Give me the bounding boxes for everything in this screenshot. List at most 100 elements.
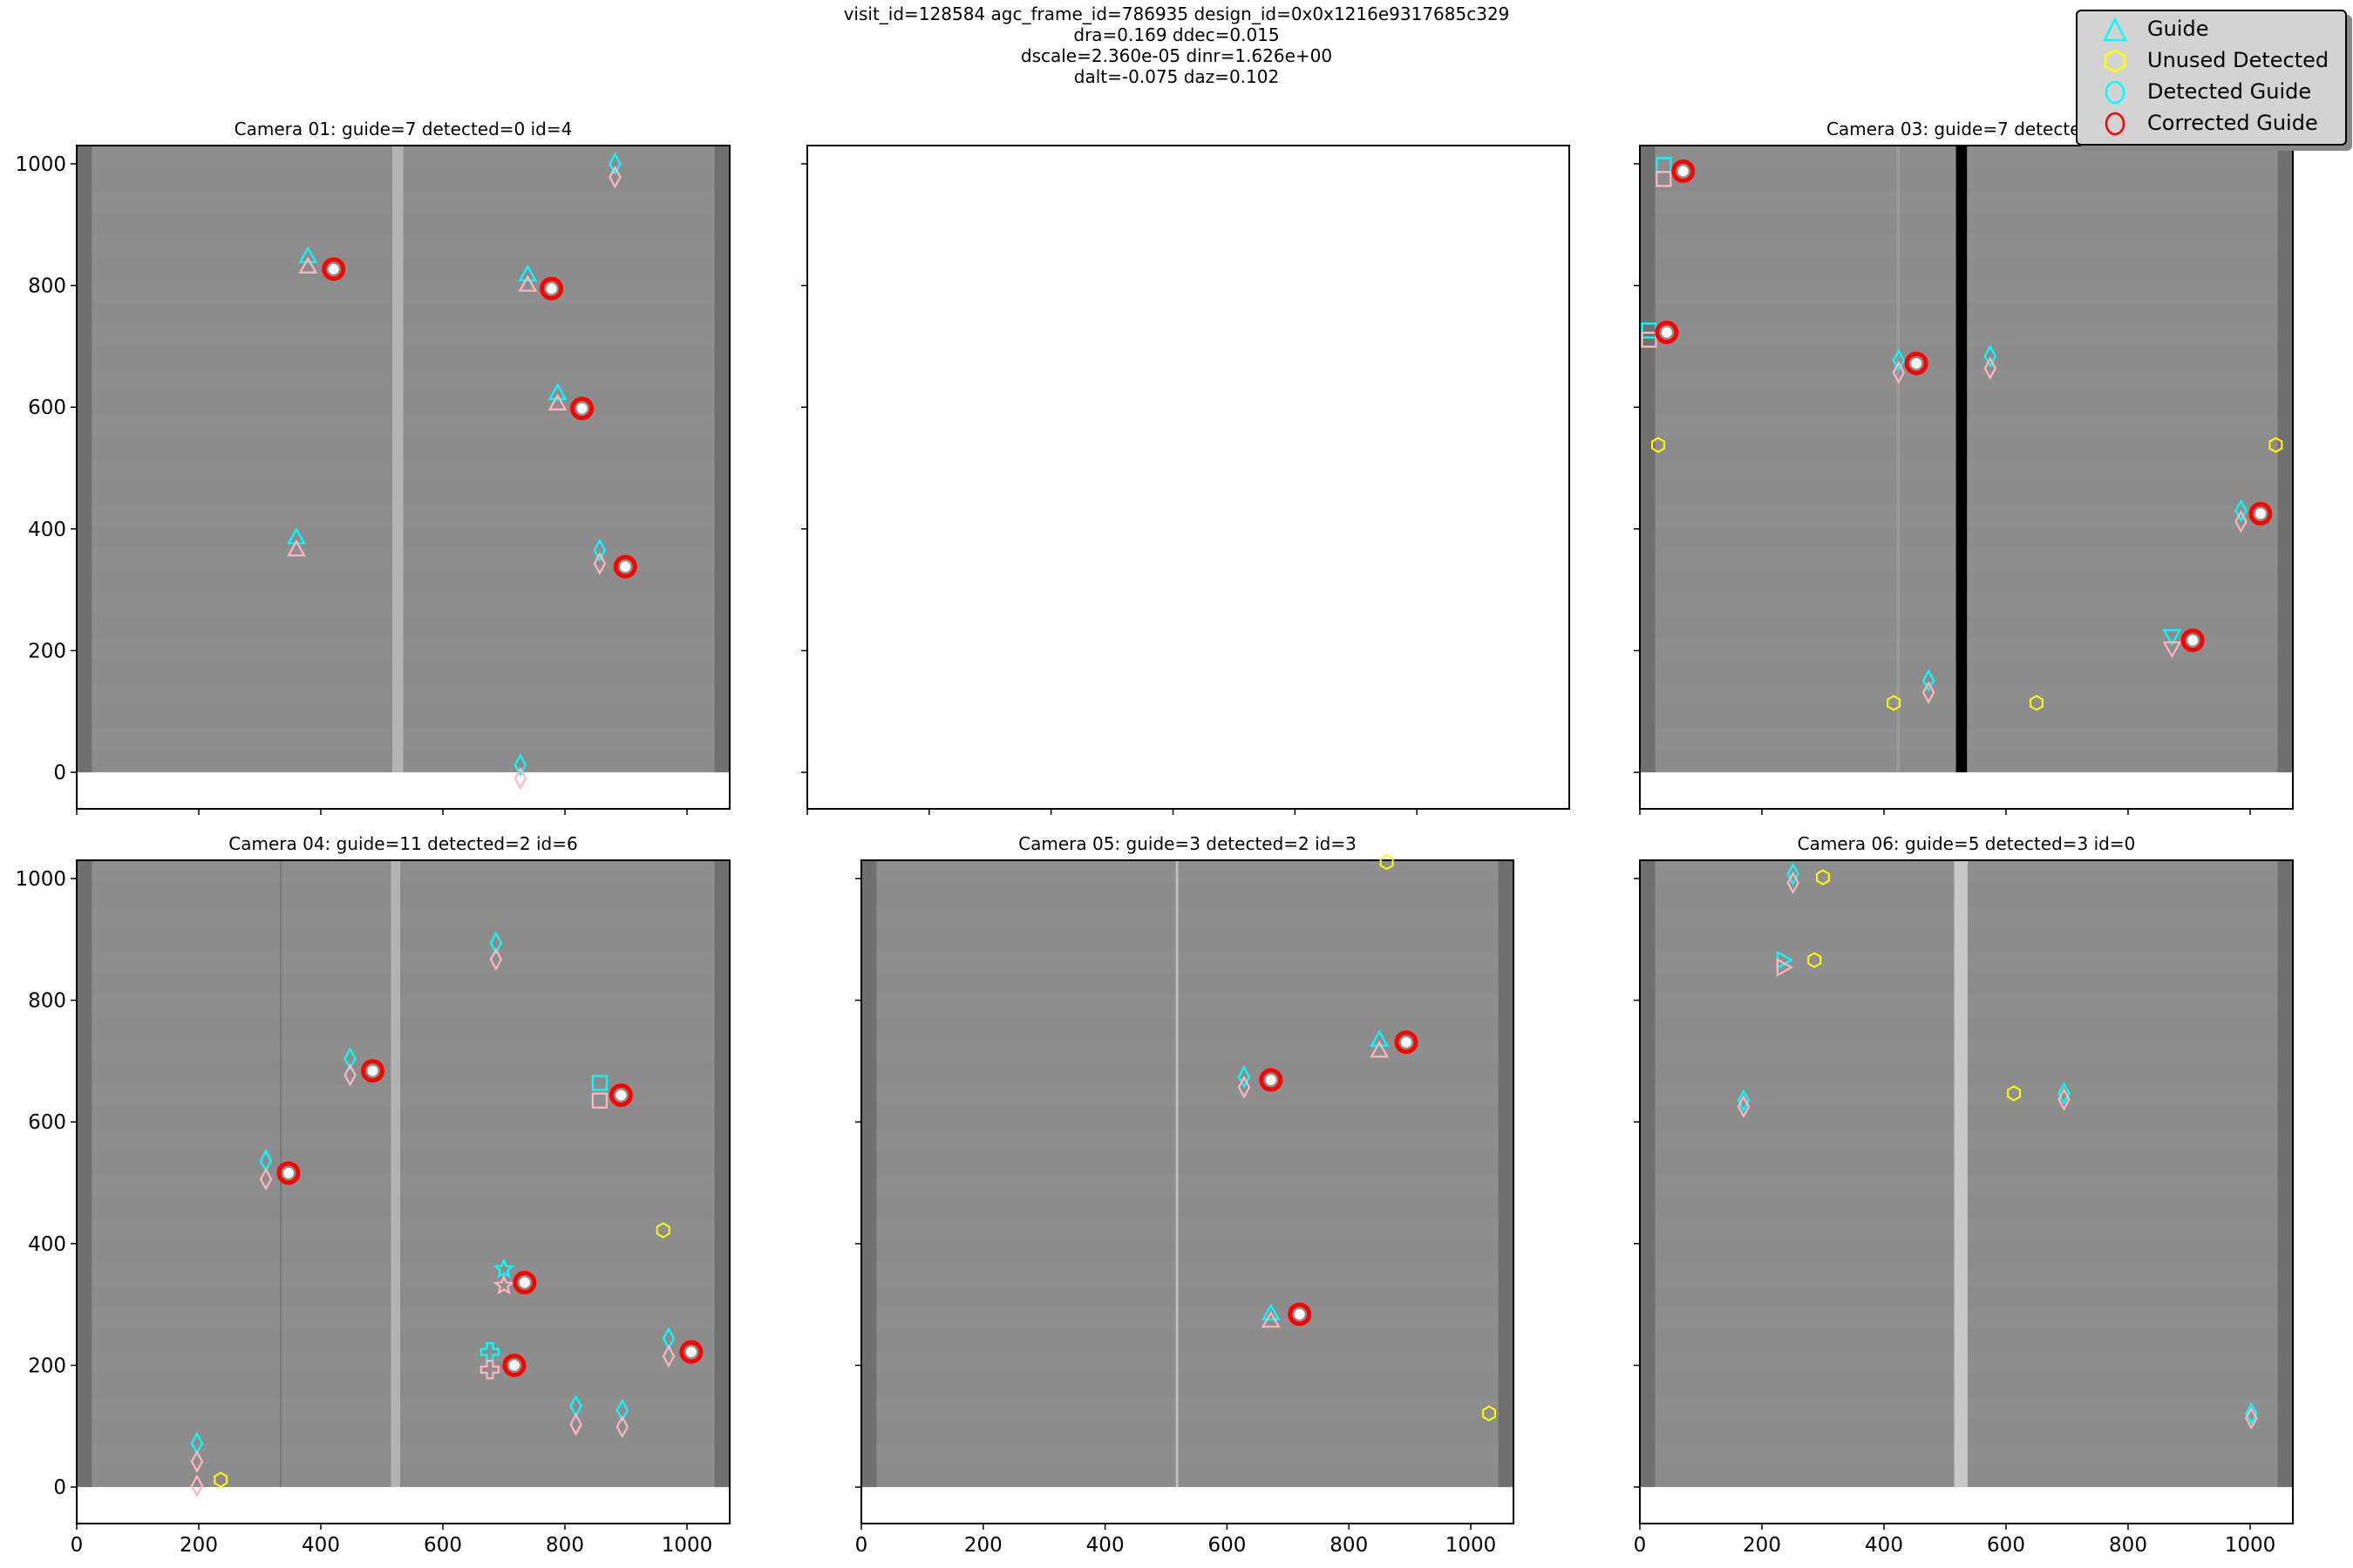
guide-match-marker <box>547 393 568 411</box>
camera-image <box>77 860 730 1488</box>
y-tick-label: 800 <box>28 990 66 1013</box>
guide-match-marker <box>593 552 607 575</box>
x-tick-label: 600 <box>1207 1534 1246 1557</box>
star-source <box>1911 357 1922 369</box>
star-source <box>1661 327 1672 338</box>
guide-match-marker <box>1921 681 1935 704</box>
guide-marker <box>1983 344 1997 368</box>
unused-detected-marker <box>2030 695 2044 711</box>
camera-panel-1: 0 200 400 600 800 1000 Camera 01: guide=7 dete… <box>15 119 731 815</box>
suptitle-line-3: dscale=2.360e-05 dinr=1.626e+00 <box>1020 45 1333 66</box>
x-tick-label: 0 <box>855 1534 868 1557</box>
corrected-guide-marker <box>361 1059 384 1083</box>
y-tick-label: 1000 <box>15 153 66 176</box>
x-tick-label: 400 <box>1086 1534 1125 1557</box>
x-tick-label: 800 <box>1330 1534 1368 1557</box>
guide-marker <box>547 383 568 400</box>
corrected-guide-marker <box>502 1353 527 1377</box>
guide-marker <box>343 1047 357 1070</box>
unused-detected-marker <box>1482 1405 1496 1422</box>
guide-marker <box>493 1258 515 1279</box>
guide-marker <box>1261 1303 1281 1320</box>
axes-frame <box>1639 859 2294 1524</box>
suptitle-line-4: dalt=-0.075 daz=0.102 <box>1073 66 1280 87</box>
guide-marker <box>489 931 503 955</box>
x-tick-label: 0 <box>1634 1534 1647 1557</box>
panel-title: Camera 06: guide=5 detected=3 id=0 <box>1798 833 2136 854</box>
x-tick-label: 1000 <box>2225 1534 2276 1557</box>
guide-marker <box>2162 628 2182 647</box>
unused-detected-marker <box>2268 437 2283 453</box>
guide-match-marker <box>2162 641 2182 659</box>
guide-marker <box>1921 669 1935 692</box>
legend-label: Guide <box>2147 17 2209 41</box>
guide-match-marker <box>662 1344 676 1368</box>
guide-marker <box>513 753 527 777</box>
x-tick-label: 200 <box>1743 1534 1781 1557</box>
unused-detected-marker <box>656 1222 670 1239</box>
x-tick-label: 400 <box>302 1534 340 1557</box>
guide-match-marker <box>518 275 538 292</box>
star-source <box>508 1360 520 1371</box>
guide-marker <box>609 152 622 176</box>
guide-match-marker <box>609 166 622 189</box>
guide-match-marker <box>298 256 318 274</box>
corrected-guide-marker <box>322 257 346 282</box>
unused-detected-marker <box>1807 952 1822 968</box>
corrected-guide-marker <box>613 554 637 579</box>
star-source <box>1400 1036 1411 1048</box>
y-tick-label: 200 <box>28 1354 66 1377</box>
unused-detected-marker <box>1887 695 1901 711</box>
star-source <box>620 561 631 573</box>
star-source <box>328 263 339 275</box>
y-tick-label: 800 <box>28 275 66 298</box>
star-source <box>367 1065 378 1076</box>
unused-detected-marker <box>1651 437 1665 453</box>
star-source <box>1294 1308 1305 1320</box>
x-tick-label: 1000 <box>1445 1534 1497 1557</box>
star-source <box>576 403 588 414</box>
guide-match-marker <box>493 1274 515 1295</box>
guide-match-marker <box>1983 356 1997 380</box>
guide-match-marker <box>479 1360 500 1380</box>
unused-detected-marker <box>1816 869 1830 886</box>
x-tick-label: 600 <box>1987 1534 2025 1557</box>
guide-marker <box>2245 1402 2258 1425</box>
y-tick-label: 0 <box>53 1476 66 1499</box>
corrected-guide-marker <box>2180 628 2205 653</box>
axes-frame <box>860 859 1514 1524</box>
corrected-guide-marker <box>276 1161 301 1185</box>
axes-frame <box>1639 145 2294 810</box>
guide-match-marker <box>1641 331 1657 348</box>
y-tick-label: 200 <box>28 640 66 662</box>
star-source <box>685 1347 697 1358</box>
guide-match-marker <box>1776 957 1794 977</box>
guide-match-marker <box>2234 510 2248 533</box>
camera-image <box>1640 860 2293 1488</box>
corrected-guide-marker <box>1288 1302 1312 1327</box>
corrected-guide-marker <box>679 1340 704 1364</box>
panel-title: Camera 04: guide=11 detected=2 id=6 <box>228 833 577 854</box>
unused-detected-marker <box>214 1471 228 1488</box>
corrected-guide-marker <box>570 397 595 421</box>
y-tick-label: 600 <box>28 1111 66 1134</box>
y-tick-label: 400 <box>28 1233 66 1256</box>
guide-match-marker <box>190 1449 204 1474</box>
unused-detected-marker <box>2007 1085 2022 1102</box>
legend-item-guide: Guide <box>2078 13 2345 44</box>
star-source <box>519 1277 530 1288</box>
guide-match-marker <box>1786 871 1799 895</box>
suptitle-line-1: visit_id=128584 agc_frame_id=786935 desi… <box>843 3 1510 24</box>
guide-match-marker <box>2057 1088 2071 1111</box>
suptitle-line-2: dra=0.169 ddec=0.015 <box>1073 24 1280 45</box>
corrected-guide-marker <box>513 1271 537 1295</box>
guide-marker <box>1786 862 1799 886</box>
star-source <box>546 283 557 295</box>
guide-match-marker <box>513 766 527 791</box>
guide-marker <box>615 1398 629 1422</box>
x-tick-label: 400 <box>1865 1534 1903 1557</box>
corrected-guide-marker <box>1655 320 1679 344</box>
guide-match-marker <box>1237 1076 1251 1099</box>
guide-marker <box>298 246 318 263</box>
